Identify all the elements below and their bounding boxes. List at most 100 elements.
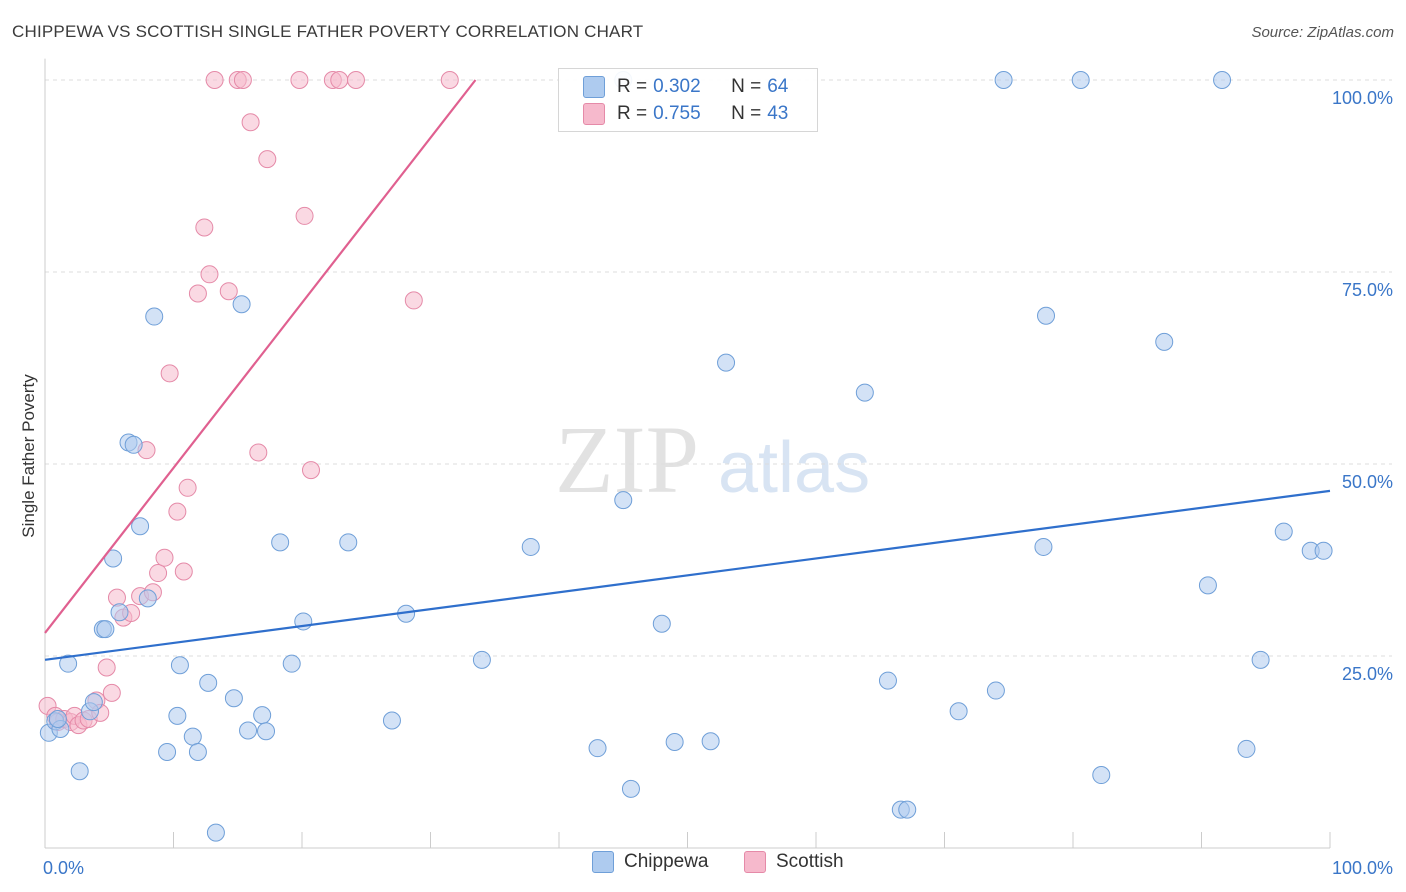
legend-r-value: 0.302: [653, 76, 701, 97]
chippewa-swatch: [583, 76, 605, 98]
y-tick-label: 25.0%: [1342, 664, 1393, 684]
scottish-point: [178, 478, 197, 497]
chippewa-point: [898, 800, 917, 819]
legend-r-label: R =: [617, 76, 648, 97]
chippewa-point: [158, 743, 177, 761]
scottish-point: [205, 71, 224, 89]
chippewa-point: [855, 383, 874, 402]
legend-n-value: 43: [767, 103, 789, 124]
scottish-point: [200, 265, 219, 284]
x-tick-label: 0.0%: [43, 858, 84, 878]
chippewa-point: [949, 702, 968, 721]
scottish-point: [241, 113, 260, 132]
chippewa-point: [521, 537, 540, 556]
scottish-point: [149, 564, 168, 583]
chippewa-point: [84, 693, 103, 712]
scottish-legend-swatch: [744, 851, 766, 873]
scottish-point: [168, 502, 187, 521]
chippewa-point: [257, 722, 276, 741]
chippewa-point: [104, 549, 123, 568]
scottish-point: [330, 71, 349, 89]
scottish-point: [188, 284, 207, 303]
chippewa-point: [1092, 766, 1111, 785]
scottish-point: [155, 548, 174, 567]
chippewa-point: [588, 739, 607, 758]
chippewa-point: [199, 673, 218, 692]
scottish-point: [174, 562, 193, 581]
chart-title: CHIPPEWA VS SCOTTISH SINGLE FATHER POVER…: [12, 22, 644, 41]
scottish-point: [404, 291, 423, 310]
legend-item-scottish[interactable]: Scottish: [744, 851, 844, 873]
y-tick-label: 50.0%: [1342, 472, 1393, 492]
watermark-atlas: atlas: [718, 428, 870, 508]
grid-lines: [45, 79, 1392, 657]
chippewa-point: [70, 762, 89, 781]
chippewa-point: [131, 517, 150, 536]
legend-row-scottish: R = 0.755 N = 43: [583, 101, 789, 127]
chippewa-point: [239, 721, 258, 740]
scottish-point: [195, 218, 214, 237]
chippewa-point: [138, 589, 157, 608]
scottish-point: [249, 443, 268, 462]
legend-label-scottish: Scottish: [776, 851, 844, 872]
chippewa-point: [1198, 576, 1217, 595]
chippewa-point: [665, 733, 684, 752]
chippewa-point: [717, 353, 736, 372]
y-tick-label: 100.0%: [1332, 88, 1393, 108]
legend-r-value: 0.755: [653, 103, 701, 124]
chippewa-point: [472, 650, 491, 669]
legend-r-label: R =: [617, 103, 648, 124]
watermark: ZIP atlas: [555, 406, 870, 513]
scottish-point: [102, 683, 121, 702]
scottish-point: [233, 71, 252, 89]
scottish-point: [346, 71, 365, 89]
chippewa-point: [878, 671, 897, 690]
scottish-point: [440, 71, 459, 89]
chippewa-point: [145, 307, 164, 326]
chippewa-point: [652, 614, 671, 633]
chippewa-point: [1251, 650, 1270, 669]
chippewa-point: [271, 533, 290, 552]
y-tick-label: 75.0%: [1342, 280, 1393, 300]
legend-n-label: N =: [731, 76, 762, 97]
scottish-point: [290, 71, 309, 89]
chippewa-point: [96, 620, 115, 639]
legend-n-value: 64: [767, 76, 789, 97]
series-legend: Chippewa Scottish: [0, 851, 1406, 879]
stats-legend: R = 0.302 N = 64 R = 0.755 N = 43: [558, 68, 818, 132]
chippewa-point: [986, 681, 1005, 700]
x-tick-label: 100.0%: [1332, 858, 1393, 878]
axes: [44, 58, 1331, 849]
legend-item-chippewa[interactable]: Chippewa: [592, 851, 709, 873]
chippewa-point: [124, 435, 143, 454]
legend-row-chippewa: R = 0.302 N = 64: [583, 74, 789, 100]
source-credit: Source: ZipAtlas.com: [1251, 24, 1394, 41]
chippewa-trend-line: [44, 489, 1331, 661]
chippewa-point: [1155, 332, 1174, 351]
chippewa-point: [253, 706, 272, 725]
chippewa-point: [339, 533, 358, 552]
scottish-point: [160, 364, 179, 383]
scottish-trend-line: [44, 79, 477, 634]
chippewa-point: [110, 603, 129, 622]
chippewa-point: [206, 823, 225, 842]
scottish-swatch: [583, 103, 605, 125]
chippewa-point: [1237, 739, 1256, 758]
chippewa-point: [1037, 306, 1056, 325]
chippewa-point: [48, 709, 67, 728]
chippewa-point: [59, 654, 78, 673]
legend-n-label: N =: [731, 103, 762, 124]
scottish-point: [219, 282, 238, 301]
chippewa-point: [621, 779, 640, 798]
chippewa-point: [232, 295, 251, 314]
chippewa-point: [1071, 71, 1090, 89]
chippewa-point: [183, 727, 202, 746]
chippewa-legend-swatch: [592, 851, 614, 873]
scottish-point: [107, 588, 126, 607]
scottish-points: [38, 71, 459, 735]
chippewa-point: [282, 654, 301, 673]
chippewa-point: [168, 706, 187, 725]
chippewa-point: [994, 71, 1013, 89]
tick-labels: 25.0% 50.0% 75.0% 100.0% 0.0% 100.0%: [43, 88, 1393, 878]
